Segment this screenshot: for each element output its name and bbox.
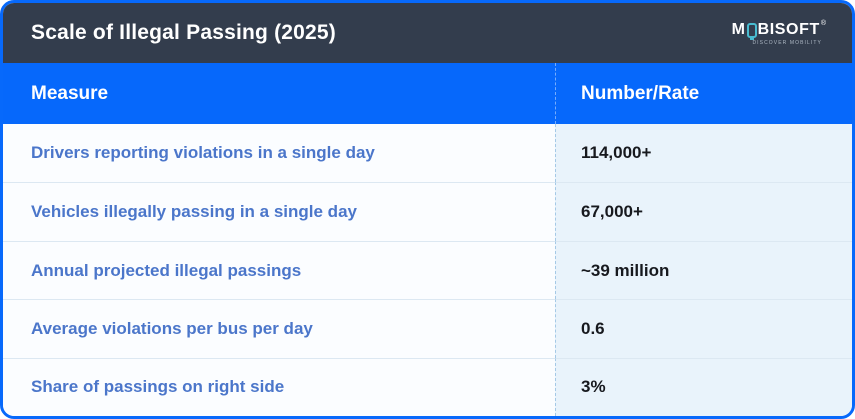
value-cell: 3% (555, 357, 852, 416)
column-header-measure: Measure (31, 82, 109, 104)
value-cell: ~39 million (555, 240, 852, 300)
logo-text-suffix: BISOFT (757, 20, 820, 38)
page-title: Scale of Illegal Passing (2025) (31, 21, 336, 44)
measure-cell: Share of passings on right side (3, 357, 555, 416)
table-row: Share of passings on right side 3% (3, 357, 852, 416)
measure-cell: Vehicles illegally passing in a single d… (3, 182, 555, 241)
table-header-row: Measure Number/Rate (3, 63, 852, 124)
value-cell: 67,000+ (555, 182, 852, 241)
logo-wordmark: M BISOFT ® (731, 20, 826, 39)
logo-tagline: DISCOVER MOBILITY (752, 39, 822, 46)
column-header-number-rate: Number/Rate (555, 63, 852, 124)
value-cell: 0.6 (555, 299, 852, 358)
measure-cell: Average violations per bus per day (3, 299, 555, 358)
measure-cell: Drivers reporting violations in a single… (3, 124, 555, 183)
phone-outline-icon (746, 23, 757, 38)
value-cell: 114,000+ (555, 124, 852, 183)
mobisoft-logo: M BISOFT ® DISCOVER MOBILITY (731, 20, 826, 46)
table-body: Drivers reporting violations in a single… (3, 124, 852, 416)
registered-trademark-symbol: ® (820, 20, 826, 27)
logo-text-prefix: M (731, 20, 746, 38)
table-row: Average violations per bus per day 0.6 (3, 299, 852, 358)
measure-cell: Annual projected illegal passings (3, 240, 555, 300)
table-row: Annual projected illegal passings ~39 mi… (3, 240, 852, 300)
title-bar: Scale of Illegal Passing (2025) M BISOFT… (3, 3, 852, 63)
table-row: Drivers reporting violations in a single… (3, 124, 852, 183)
table-row: Vehicles illegally passing in a single d… (3, 182, 852, 241)
